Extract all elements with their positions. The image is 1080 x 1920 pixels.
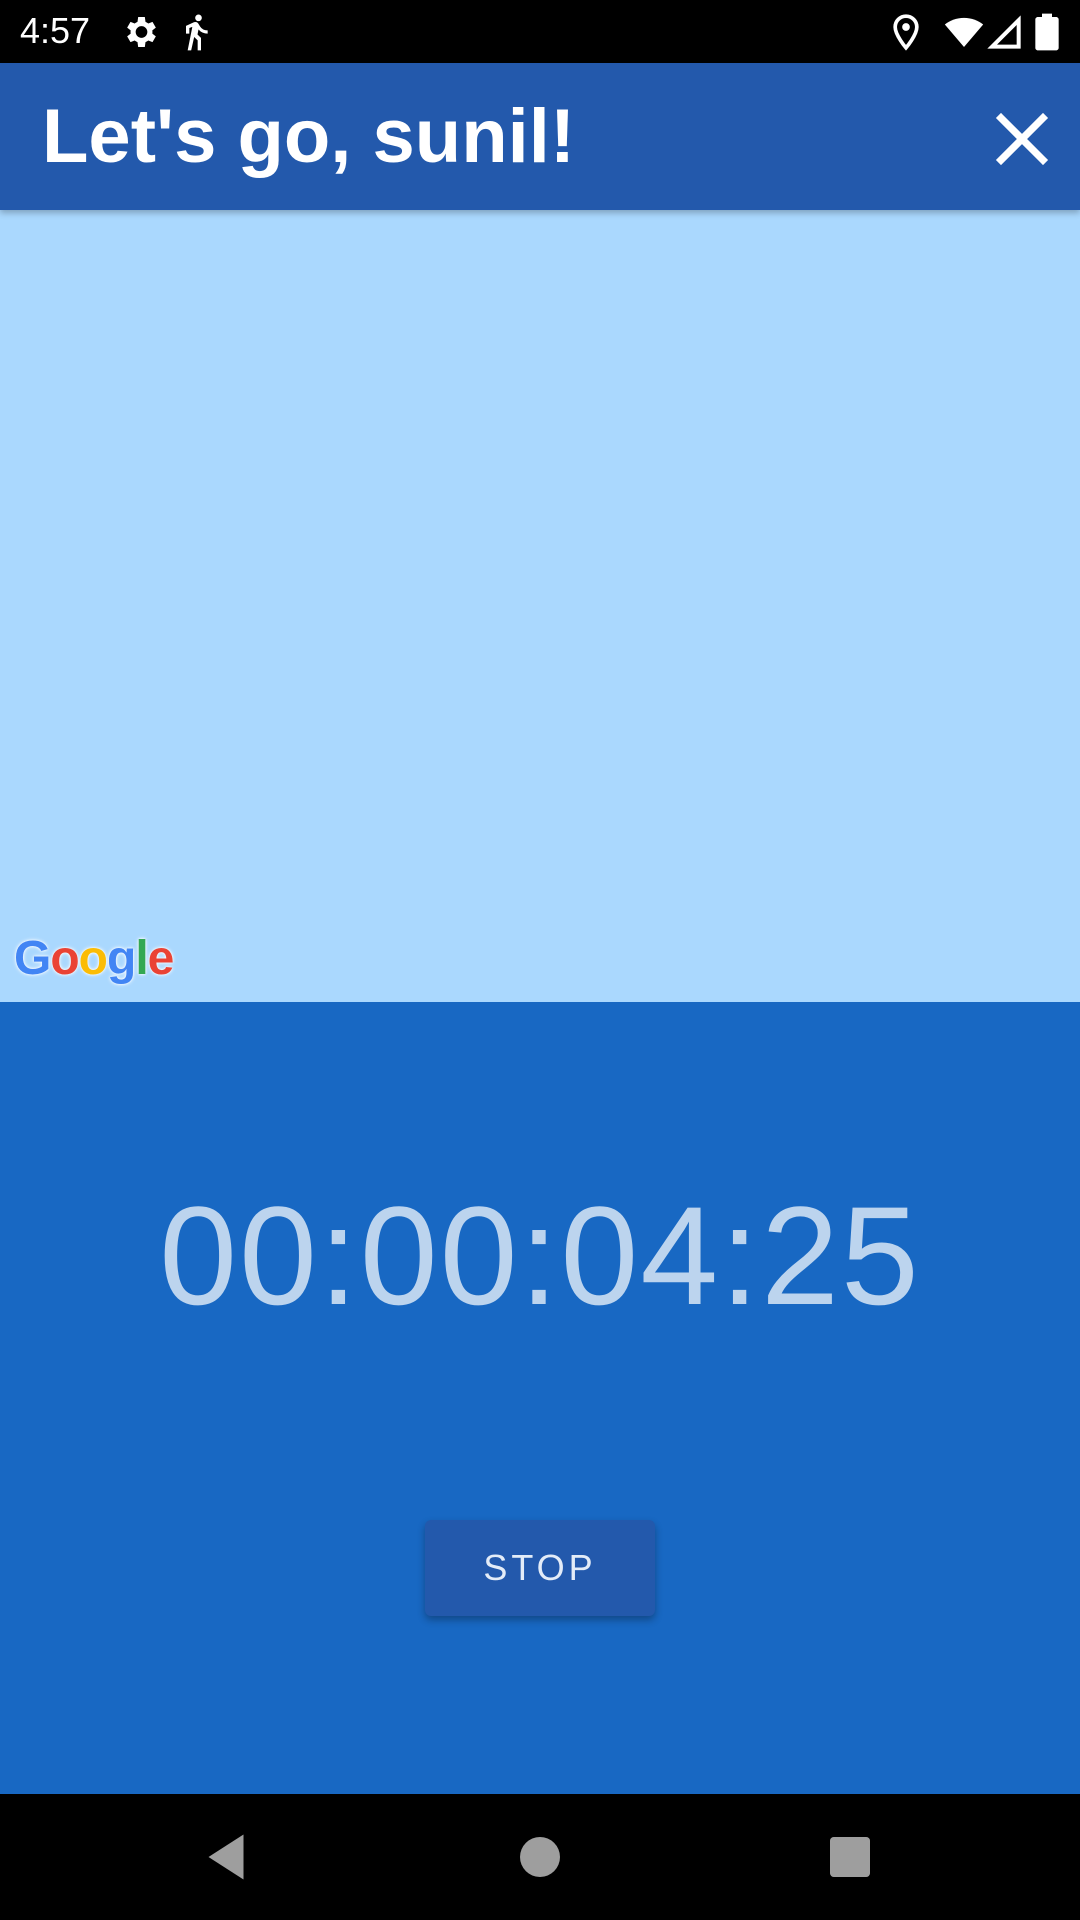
close-icon bbox=[995, 112, 1049, 166]
google-logo: Google bbox=[14, 932, 174, 985]
back-icon bbox=[208, 1834, 244, 1880]
close-button[interactable] bbox=[986, 103, 1058, 175]
wifi-icon bbox=[944, 12, 984, 52]
stop-button[interactable]: STOP bbox=[425, 1520, 655, 1616]
cellular-signal-icon bbox=[984, 12, 1024, 52]
battery-icon bbox=[1030, 12, 1064, 52]
elapsed-time-display: 00:00:04:25 bbox=[159, 1177, 921, 1334]
running-person-icon bbox=[176, 12, 216, 52]
app-bar: Let's go, sunil! bbox=[0, 63, 1080, 210]
recents-icon bbox=[830, 1837, 870, 1877]
map-view[interactable]: Google bbox=[0, 210, 1080, 1002]
back-button[interactable] bbox=[196, 1827, 256, 1887]
location-pin-icon bbox=[886, 12, 926, 52]
status-time: 4:57 bbox=[20, 10, 91, 51]
status-bar: 4:57 bbox=[0, 0, 1080, 63]
recents-button[interactable] bbox=[820, 1827, 880, 1887]
home-button[interactable] bbox=[510, 1827, 570, 1887]
gear-icon bbox=[120, 12, 160, 52]
home-icon bbox=[520, 1837, 560, 1877]
page-title: Let's go, sunil! bbox=[42, 94, 576, 179]
timer-panel: 00:00:04:25 STOP bbox=[0, 1002, 1080, 1794]
system-nav-bar bbox=[0, 1794, 1080, 1920]
